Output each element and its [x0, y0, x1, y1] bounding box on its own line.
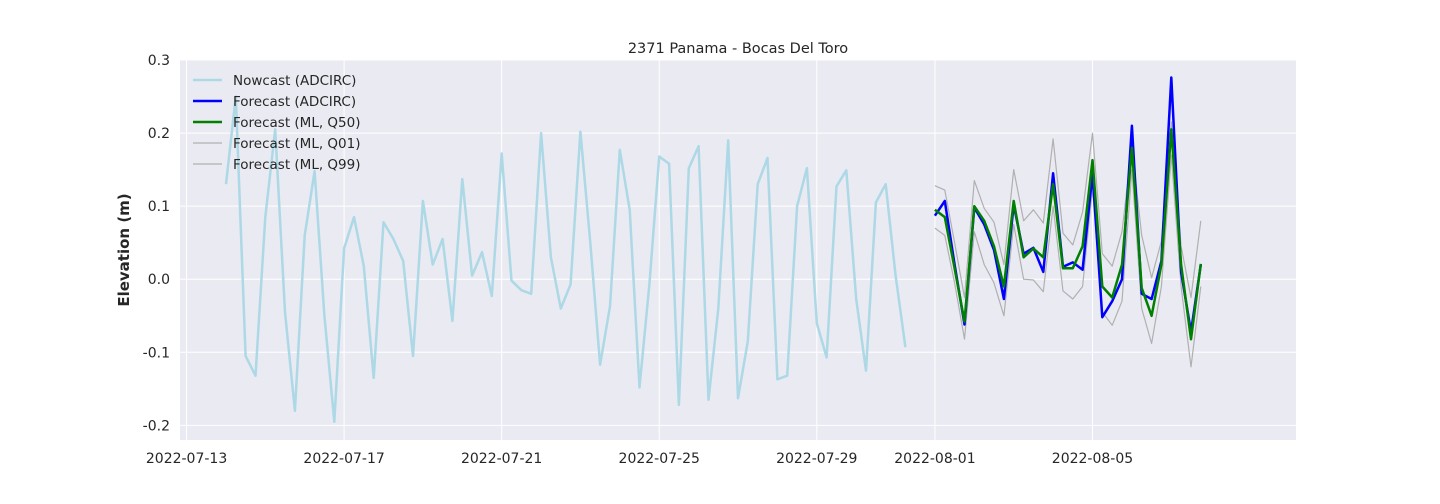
- series-line-nowcast: [224, 95, 907, 423]
- y-axis-label: Elevation (m): [115, 193, 133, 306]
- legend: Nowcast (ADCIRC) Forecast (ADCIRC) Forecas…: [193, 73, 361, 173]
- x-tick-label: 2022-07-13: [146, 451, 227, 467]
- legend-label: Forecast (ML, Q50): [233, 115, 361, 131]
- y-tick-label: 0.0: [148, 272, 170, 288]
- y-axis-ticks: -0.2 -0.1 0.0 0.1 0.2 0.3: [143, 53, 170, 434]
- x-tick-label: 2022-07-17: [303, 451, 384, 467]
- chart-title: 2371 Panama - Bocas Del Toro: [628, 41, 848, 57]
- legend-label: Forecast (ML, Q01): [233, 136, 361, 152]
- x-tick-label: 2022-07-25: [619, 451, 700, 467]
- series-line-forecast-adcirc: [933, 76, 1203, 334]
- x-tick-label: 2022-08-05: [1052, 451, 1133, 467]
- y-tick-label: 0.2: [148, 126, 170, 142]
- x-tick-label: 2022-08-01: [894, 451, 975, 467]
- legend-label: Forecast (ML, Q99): [233, 157, 361, 173]
- y-tick-label: 0.3: [148, 53, 170, 69]
- series-line-forecast-ml-q99: [934, 121, 1202, 299]
- x-axis-ticks: 2022-07-13 2022-07-17 2022-07-21 2022-07-25…: [146, 451, 1133, 467]
- series-lines: [224, 76, 1203, 423]
- y-tick-label: -0.1: [143, 345, 170, 361]
- legend-label: Nowcast (ADCIRC): [233, 73, 356, 89]
- series-line-forecast-ml-q50: [934, 128, 1203, 341]
- series-line-forecast-ml-q01: [934, 154, 1202, 368]
- y-tick-label: -0.2: [143, 418, 170, 434]
- y-tick-label: 0.1: [148, 199, 170, 215]
- legend-label: Forecast (ADCIRC): [233, 94, 356, 110]
- x-tick-label: 2022-07-29: [776, 451, 857, 467]
- x-tick-label: 2022-07-21: [461, 451, 542, 467]
